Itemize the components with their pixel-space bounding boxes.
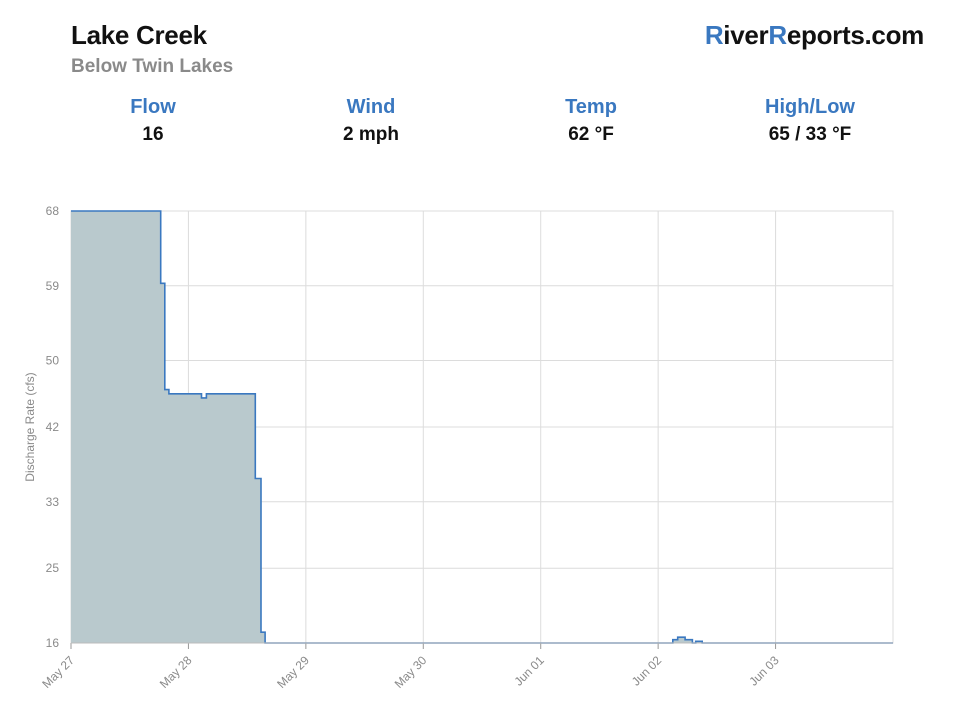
y-tick-label: 50: [46, 354, 60, 368]
x-tick-label: May 27: [39, 653, 77, 691]
stat-temp: Temp 62 °F: [501, 96, 681, 146]
x-tick-label: May 28: [157, 653, 195, 691]
stat-wind-label: Wind: [346, 96, 396, 118]
y-tick-label: 42: [46, 420, 60, 434]
x-tick-label: May 29: [274, 653, 312, 691]
y-tick-label: 16: [46, 636, 60, 650]
stat-flow-label: Flow: [130, 96, 176, 118]
y-tick-label: 68: [46, 204, 60, 218]
stat-flow: Flow 16: [63, 96, 243, 146]
x-tick-label: Jun 02: [629, 653, 665, 689]
station-subtitle: Below Twin Lakes: [71, 56, 234, 77]
x-tick-label: Jun 03: [746, 653, 782, 689]
x-tick-label: Jun 01: [511, 653, 547, 689]
brand-part-2: eports.com: [786, 20, 924, 50]
y-tick-label: 59: [46, 279, 60, 293]
x-tick-label: May 30: [392, 653, 430, 691]
brand-letter-r1: R: [704, 20, 724, 50]
stat-wind-value: 2 mph: [343, 124, 399, 145]
stat-flow-value: 16: [142, 124, 164, 145]
stat-wind: Wind 2 mph: [281, 96, 461, 146]
stat-temp-label: Temp: [565, 96, 617, 118]
brand-letter-r2: R: [768, 20, 787, 50]
series-area-fill: [71, 211, 893, 643]
y-tick-label: 25: [46, 561, 60, 575]
brand-logo[interactable]: RiverReports.com: [705, 20, 924, 51]
grid: [70, 210, 894, 644]
brand-part-1: iver: [723, 20, 769, 50]
y-axis-label: Discharge Rate (cfs): [23, 372, 37, 481]
y-tick-label: 33: [46, 495, 60, 509]
stat-high-low-value: 65 / 33 °F: [768, 124, 852, 145]
stat-high-low-label: High/Low: [765, 96, 855, 118]
stat-temp-value: 62 °F: [568, 124, 614, 145]
stat-high-low: High/Low 65 / 33 °F: [720, 96, 900, 146]
discharge-chart: 16 25 33 42 50 59 68 May 27 May 28 May 29 May 30 Ju…: [23, 204, 894, 691]
station-title: Lake Creek: [71, 20, 207, 50]
